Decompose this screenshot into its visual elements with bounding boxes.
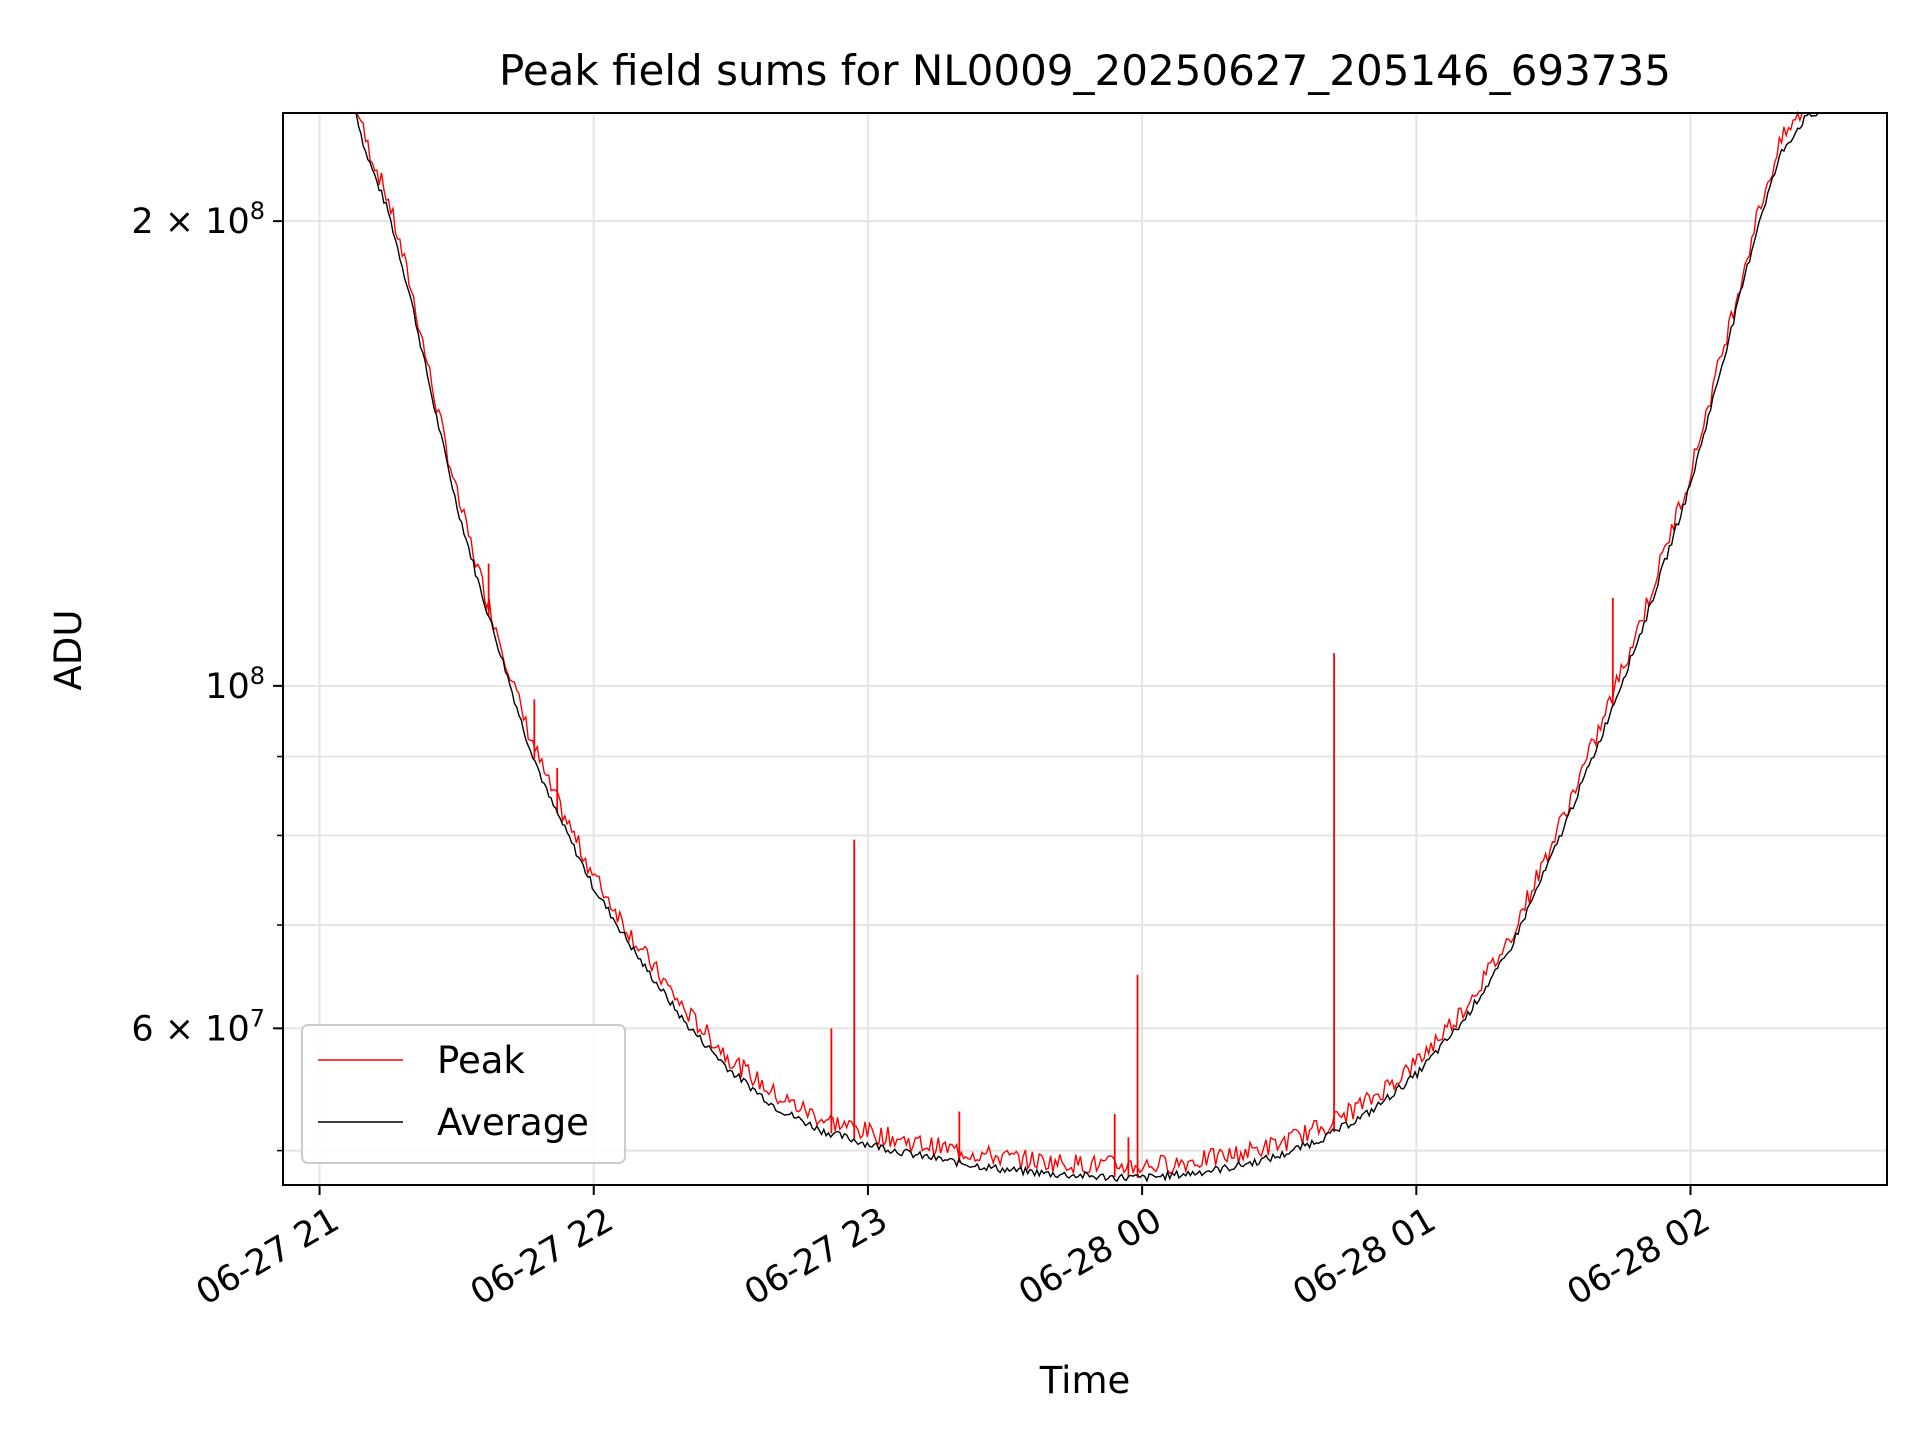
- y-axis-label: ADU: [47, 610, 90, 691]
- axes-frame: [282, 112, 1888, 1186]
- grid: [283, 113, 1887, 1185]
- legend: Peak Average: [301, 1024, 626, 1164]
- series-line-average: [283, 112, 1887, 1183]
- y-tick-label: 6 × 107: [131, 1004, 265, 1049]
- plot-series: [283, 110, 1887, 1183]
- y-tick-label: 108: [205, 662, 265, 707]
- legend-label-peak: Peak: [437, 1039, 525, 1082]
- y-axis: 108 2 × 108 6 × 107: [131, 197, 283, 1152]
- y-tick-label: 2 × 108: [131, 197, 265, 242]
- legend-label-average: Average: [437, 1101, 589, 1144]
- x-axis-label: Time: [1039, 1359, 1131, 1402]
- chart-title: Peak field sums for NL0009_20250627_2051…: [499, 46, 1671, 95]
